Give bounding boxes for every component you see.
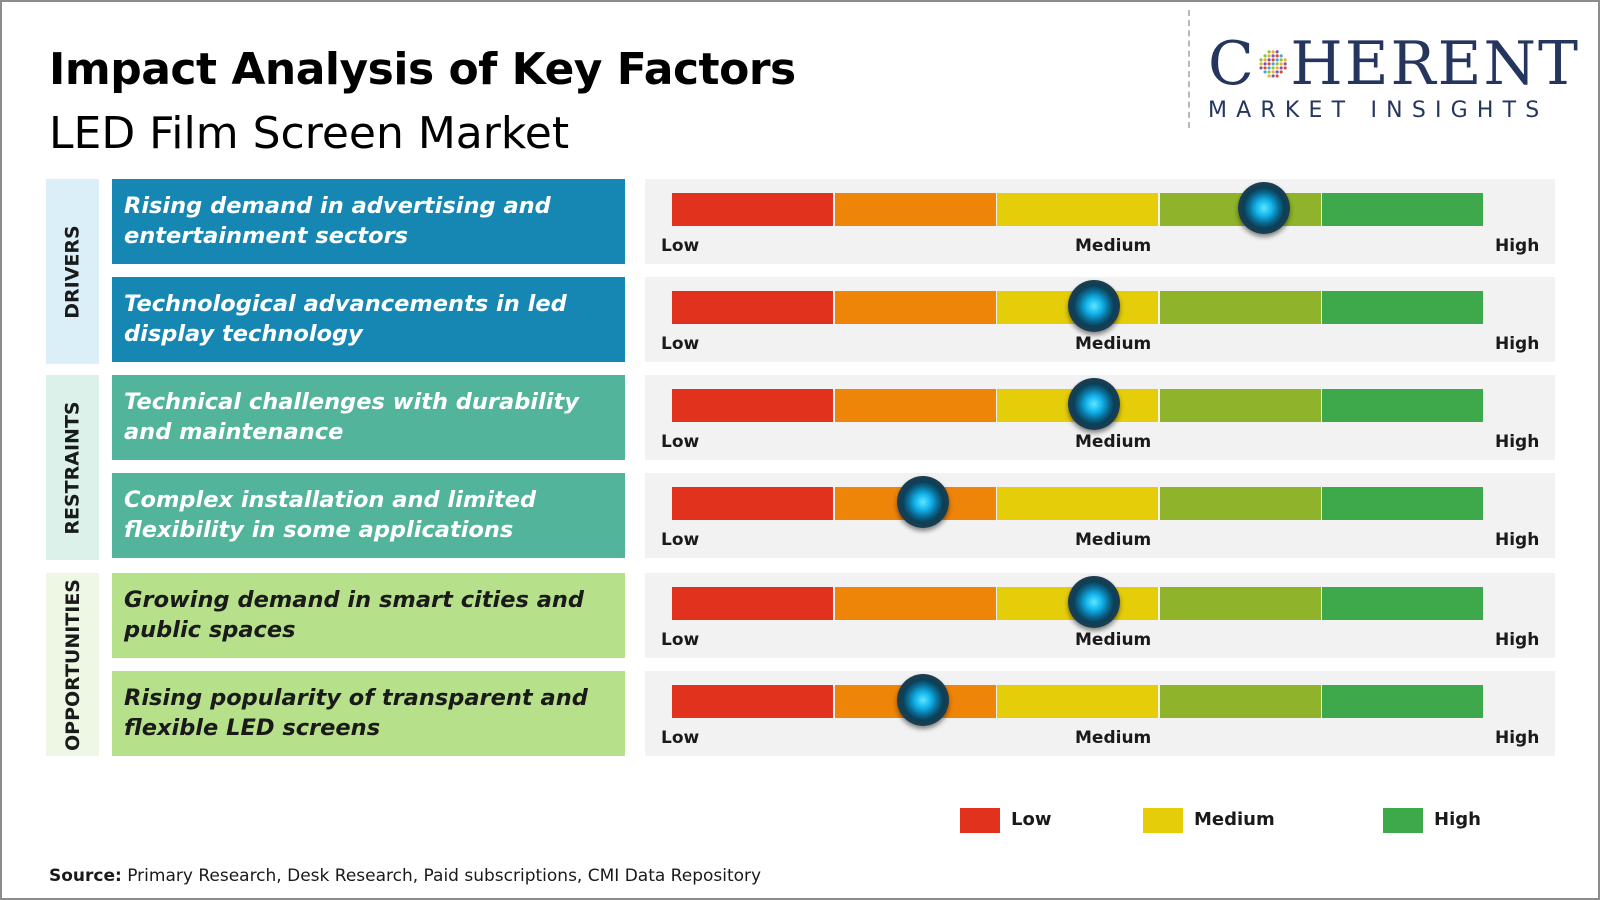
impact-marker bbox=[1238, 182, 1291, 234]
category-restraints: RESTRAINTS bbox=[46, 375, 99, 560]
gauge-segment-2 bbox=[834, 291, 996, 324]
gauge-tick-low: Low bbox=[661, 728, 700, 748]
impact-gauge: Low Medium High bbox=[645, 179, 1555, 264]
gauge-tick-high: High bbox=[1495, 236, 1540, 256]
impact-marker bbox=[897, 674, 950, 726]
gauge-segment-1 bbox=[672, 685, 833, 718]
gauge-segment-5 bbox=[1322, 193, 1483, 226]
logo-tagline: MARKET INSIGHTS bbox=[1208, 98, 1549, 123]
logo-divider bbox=[1188, 10, 1190, 128]
gauge-segment-5 bbox=[1322, 389, 1483, 422]
legend-swatch-high bbox=[1383, 808, 1423, 833]
gauge-segment-4 bbox=[1159, 487, 1321, 520]
category-label: DRIVERS bbox=[61, 224, 84, 319]
gauge-segment-5 bbox=[1322, 291, 1483, 324]
gauge-segment-2 bbox=[834, 193, 996, 226]
gauge-tick-medium: Medium bbox=[1075, 432, 1152, 452]
impact-gauge: Low Medium High bbox=[645, 375, 1555, 460]
gauge-tick-medium: Medium bbox=[1075, 630, 1152, 650]
factor-label-box: Technical challenges with durability and… bbox=[112, 375, 625, 460]
coherent-logo: C HERENT MARKET INSIGHTS bbox=[1208, 34, 1580, 123]
gauge-tick-medium: Medium bbox=[1075, 236, 1152, 256]
category-drivers: DRIVERS bbox=[46, 179, 99, 364]
gauge-segment-5 bbox=[1322, 587, 1483, 620]
gauge-tick-medium: Medium bbox=[1075, 728, 1152, 748]
gauge-tick-low: Low bbox=[661, 432, 700, 452]
impact-marker bbox=[1067, 576, 1120, 628]
category-label: OPPORTUNITIES bbox=[61, 578, 84, 751]
category-opportunities: OPPORTUNITIES bbox=[46, 573, 99, 756]
gauge-segment-4 bbox=[1159, 291, 1321, 324]
gauge-tick-high: High bbox=[1495, 334, 1540, 354]
gauge-segment-3 bbox=[997, 487, 1158, 520]
gauge-tick-low: Low bbox=[661, 236, 700, 256]
gauge-tick-high: High bbox=[1495, 432, 1540, 452]
factor-label-box: Complex installation and limited flexibi… bbox=[112, 473, 625, 558]
gauge-segment-1 bbox=[672, 193, 833, 226]
impact-marker bbox=[1067, 378, 1120, 430]
gauge-segment-2 bbox=[834, 389, 996, 422]
gauge-tick-low: Low bbox=[661, 530, 700, 550]
source-note: Source: Primary Research, Desk Research,… bbox=[49, 866, 761, 886]
gauge-segment-1 bbox=[672, 587, 833, 620]
page-subtitle: LED Film Screen Market bbox=[49, 108, 570, 159]
factor-label-box: Rising popularity of transparent and fle… bbox=[112, 671, 625, 756]
factor-label-box: Growing demand in smart cities and publi… bbox=[112, 573, 625, 658]
impact-gauge: Low Medium High bbox=[645, 277, 1555, 362]
gauge-tick-high: High bbox=[1495, 728, 1540, 748]
page-title: Impact Analysis of Key Factors bbox=[49, 44, 796, 95]
gauge-segment-3 bbox=[997, 685, 1158, 718]
gauge-segment-5 bbox=[1322, 487, 1483, 520]
gauge-segment-4 bbox=[1159, 587, 1321, 620]
gauge-tick-high: High bbox=[1495, 530, 1540, 550]
gauge-segment-3 bbox=[997, 193, 1158, 226]
legend-label-medium: Medium bbox=[1194, 809, 1275, 830]
legend-label-low: Low bbox=[1011, 809, 1052, 830]
gauge-tick-medium: Medium bbox=[1075, 530, 1152, 550]
gauge-tick-low: Low bbox=[661, 630, 700, 650]
gauge-tick-high: High bbox=[1495, 630, 1540, 650]
gauge-segment-1 bbox=[672, 487, 833, 520]
impact-gauge: Low Medium High bbox=[645, 473, 1555, 558]
source-prefix: Source: bbox=[49, 866, 122, 886]
gauge-tick-low: Low bbox=[661, 334, 700, 354]
category-label: RESTRAINTS bbox=[61, 400, 84, 535]
gauge-segment-2 bbox=[834, 587, 996, 620]
factor-label-box: Rising demand in advertising and enterta… bbox=[112, 179, 625, 264]
impact-gauge: Low Medium High bbox=[645, 573, 1555, 658]
legend-swatch-low bbox=[960, 808, 1000, 833]
logo-wordmark: C HERENT bbox=[1208, 34, 1580, 94]
impact-gauge: Low Medium High bbox=[645, 671, 1555, 756]
gauge-segment-4 bbox=[1159, 389, 1321, 422]
gauge-segment-1 bbox=[672, 291, 833, 324]
legend-swatch-medium bbox=[1143, 808, 1183, 833]
logo-dots-icon bbox=[1259, 50, 1287, 78]
impact-marker bbox=[1067, 280, 1120, 332]
impact-marker bbox=[897, 476, 950, 528]
logo-letter-c: C bbox=[1208, 29, 1256, 99]
gauge-tick-medium: Medium bbox=[1075, 334, 1152, 354]
logo-letters: HERENT bbox=[1290, 29, 1580, 99]
source-text: Primary Research, Desk Research, Paid su… bbox=[121, 866, 762, 886]
factor-label-box: Technological advancements in led displa… bbox=[112, 277, 625, 362]
gauge-segment-1 bbox=[672, 389, 833, 422]
gauge-segment-5 bbox=[1322, 685, 1483, 718]
legend-label-high: High bbox=[1434, 809, 1481, 830]
gauge-segment-4 bbox=[1159, 685, 1321, 718]
